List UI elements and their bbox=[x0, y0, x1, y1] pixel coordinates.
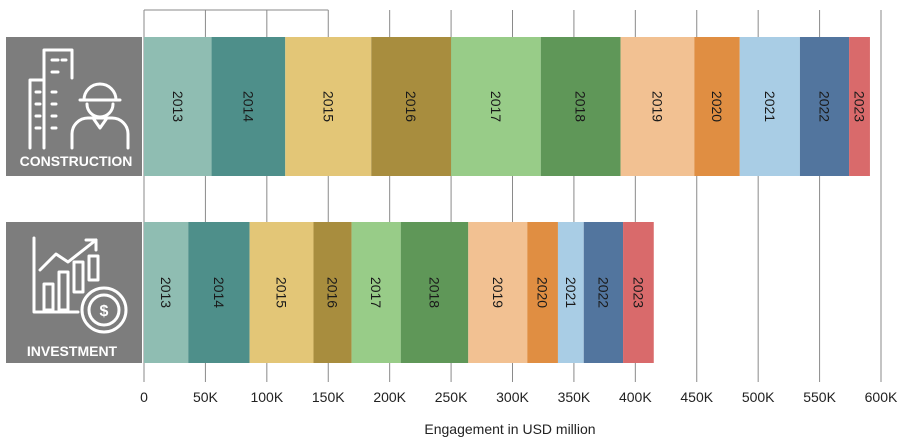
bar-segment bbox=[583, 222, 624, 363]
segment-label: 2013 bbox=[158, 277, 174, 308]
x-axis-title: Engagement in USD million bbox=[424, 421, 595, 437]
segment-label: 2019 bbox=[649, 91, 665, 122]
bar-segment bbox=[849, 37, 870, 176]
x-tick-label: 250K bbox=[435, 389, 468, 405]
segment-label: 2014 bbox=[211, 277, 227, 308]
growth-chart-dollar-icon bbox=[32, 236, 128, 334]
segment-label: 2021 bbox=[563, 277, 579, 308]
bar-segment bbox=[557, 222, 584, 363]
x-tick-label: 150K bbox=[312, 389, 345, 405]
x-tick-label: 300K bbox=[496, 389, 529, 405]
segment-label: 2018 bbox=[427, 277, 443, 308]
x-tick-label: 400K bbox=[619, 389, 652, 405]
segment-label: 2018 bbox=[573, 91, 589, 122]
segment-label: 2022 bbox=[595, 277, 611, 308]
bar-segment bbox=[313, 222, 352, 363]
x-tick-label: 200K bbox=[373, 389, 406, 405]
segment-label: 2020 bbox=[709, 91, 725, 122]
category-label-investment: INVESTMENT bbox=[27, 343, 118, 359]
segment-label: 2014 bbox=[240, 91, 256, 122]
bar-segment bbox=[620, 37, 695, 176]
segment-label: 2016 bbox=[325, 277, 341, 308]
x-axis-ticks: 0 50K 100K 150K 200K 250K 300K 350K 400K 450K 500K… bbox=[140, 389, 898, 405]
category-panels: CONSTRUCTION $ INVESTMENT bbox=[6, 37, 142, 363]
segment-label: 2015 bbox=[274, 277, 290, 308]
bar-segment bbox=[468, 222, 528, 363]
segment-label: 2021 bbox=[762, 91, 778, 122]
bar-segment bbox=[623, 222, 654, 363]
segment-label: 2017 bbox=[488, 91, 504, 122]
bar-segment bbox=[144, 37, 212, 176]
segment-label: 2023 bbox=[630, 277, 646, 308]
bar-segment bbox=[739, 37, 800, 176]
bar-segment bbox=[144, 222, 189, 363]
bar-segment bbox=[371, 37, 452, 176]
x-tick-label: 50K bbox=[193, 389, 219, 405]
category-panel-investment: $ INVESTMENT bbox=[6, 222, 142, 363]
x-tick-label: 350K bbox=[558, 389, 591, 405]
segment-label: 2015 bbox=[320, 91, 336, 122]
bar-segment bbox=[799, 37, 850, 176]
bar-segment bbox=[527, 222, 558, 363]
x-tick-label: 100K bbox=[250, 389, 283, 405]
bar-segment bbox=[188, 222, 250, 363]
x-tick-label: 450K bbox=[680, 389, 713, 405]
bars: 2013 2014 2015 2016 2017 2018 2019 2020 2021 2022… bbox=[144, 37, 870, 363]
bar-segment bbox=[540, 37, 621, 176]
x-tick-label: 600K bbox=[865, 389, 898, 405]
segment-label: 2019 bbox=[490, 277, 506, 308]
segment-label: 2023 bbox=[852, 91, 868, 122]
segment-label: 2013 bbox=[170, 91, 186, 122]
category-panel-construction: CONSTRUCTION bbox=[6, 37, 142, 176]
building-worker-icon bbox=[28, 48, 130, 150]
category-label-construction: CONSTRUCTION bbox=[20, 153, 133, 169]
x-tick-label: 550K bbox=[803, 389, 836, 405]
bar-segment bbox=[211, 37, 286, 176]
bar-segment bbox=[351, 222, 401, 363]
bar-segment bbox=[249, 222, 314, 363]
segment-label: 2022 bbox=[816, 91, 832, 122]
x-tick-label: 500K bbox=[742, 389, 775, 405]
segment-label: 2020 bbox=[535, 277, 551, 308]
bar-segment bbox=[451, 37, 541, 176]
bar-segment bbox=[694, 37, 740, 176]
bar-segment bbox=[285, 37, 372, 176]
bar-segment bbox=[400, 222, 469, 363]
x-tick-label: 0 bbox=[140, 389, 148, 405]
dollar-glyph: $ bbox=[100, 303, 109, 320]
segment-label: 2017 bbox=[368, 277, 384, 308]
segment-label: 2016 bbox=[403, 91, 419, 122]
